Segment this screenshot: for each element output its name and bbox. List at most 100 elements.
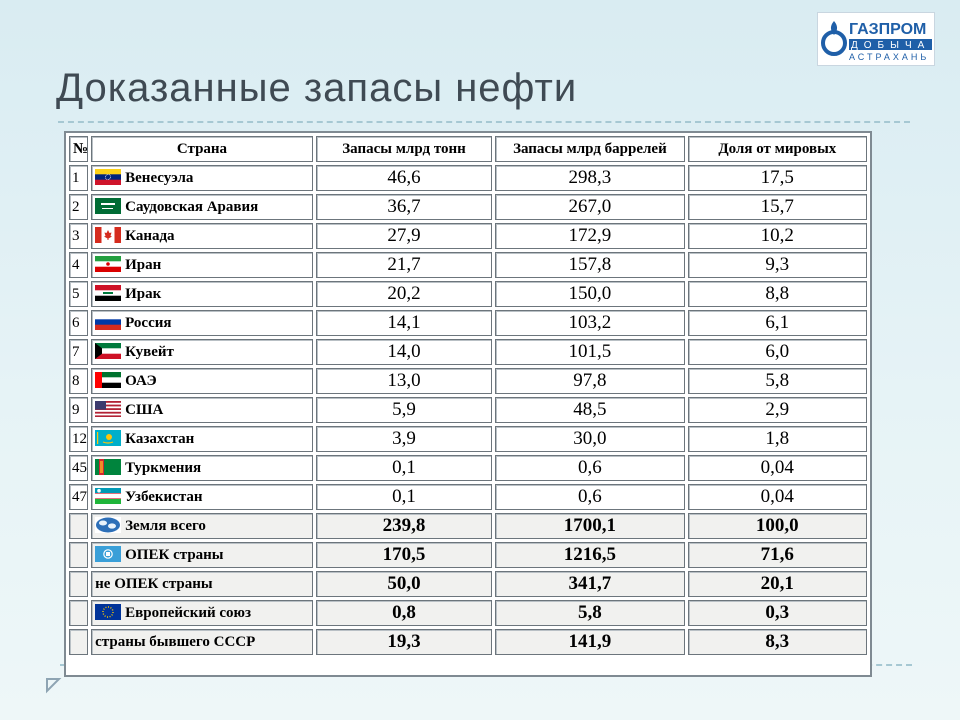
reserves-tonnes-cell: 14,0: [315, 339, 493, 365]
reserves-tonnes-cell: 27,9: [315, 223, 493, 249]
reserves-barrels-cell: 1700,1: [495, 513, 685, 539]
reserves-barrels-cell: 97,8: [495, 368, 685, 394]
country-cell: ОПЕК страны: [91, 542, 313, 568]
globe-icon: [95, 517, 122, 533]
kazakhstan-flag-icon: [95, 430, 122, 446]
country-cell: Россия: [91, 310, 313, 336]
world-share-cell: 0,04: [687, 455, 867, 481]
country-cell: США: [91, 397, 313, 423]
reserves-tonnes-cell: 5,9: [315, 397, 493, 423]
reserves-tonnes-cell: 20,2: [315, 281, 493, 307]
country-name: Европейский союз: [125, 605, 252, 621]
row-number: 7: [69, 339, 89, 365]
opec-flag-icon: [95, 546, 122, 562]
reserves-tonnes-cell: 46,6: [315, 165, 493, 191]
reserves-barrels-cell: 30,0: [495, 426, 685, 452]
saudi-arabia-flag-icon: [95, 198, 122, 214]
country-cell: Узбекистан: [91, 484, 313, 510]
country-cell: Туркмения: [91, 455, 313, 481]
header-world-share: Доля от мировых: [687, 136, 867, 162]
row-number: 3: [69, 223, 89, 249]
country-cell: не ОПЕК страны: [91, 571, 313, 597]
country-cell: Кувейт: [91, 339, 313, 365]
russia-flag-icon: [95, 314, 122, 330]
country-cell: Канада: [91, 223, 313, 249]
table-row: 12 Казахстан 3,9 30,0 1,8: [69, 426, 867, 452]
row-number: 4: [69, 252, 89, 278]
venezuela-flag-icon: [95, 169, 122, 185]
header-reserves-tonnes: Запасы млрд тонн: [315, 136, 493, 162]
table-row: 5 Ирак 20,2 150,0 8,8: [69, 281, 867, 307]
country-name: ОПЕК страны: [125, 547, 224, 563]
reserves-tonnes-cell: 19,3: [315, 629, 493, 655]
world-share-cell: 1,8: [687, 426, 867, 452]
table-row: 1 Венесуэла 46,6 298,3 17,5: [69, 165, 867, 191]
table-row: 3 Канада 27,9 172,9 10,2: [69, 223, 867, 249]
svg-text:ДОБЫЧА: ДОБЫЧА: [851, 40, 930, 51]
reserves-barrels-cell: 101,5: [495, 339, 685, 365]
row-number: 8: [69, 368, 89, 394]
country-name: Земля всего: [125, 518, 206, 534]
country-cell: Ирак: [91, 281, 313, 307]
row-number: 1: [69, 165, 89, 191]
reserves-barrels-cell: 141,9: [495, 629, 685, 655]
country-cell: Европейский союз: [91, 600, 313, 626]
table-row: Земля всего 239,8 1700,1 100,0: [69, 513, 867, 539]
country-cell: Земля всего: [91, 513, 313, 539]
country-name: Ирак: [125, 286, 162, 302]
reserves-tonnes-cell: 3,9: [315, 426, 493, 452]
row-number: 9: [69, 397, 89, 423]
reserves-barrels-cell: 103,2: [495, 310, 685, 336]
world-share-cell: 0,04: [687, 484, 867, 510]
reserves-barrels-cell: 267,0: [495, 194, 685, 220]
world-share-cell: 8,3: [687, 629, 867, 655]
country-name: Канада: [125, 228, 175, 244]
reserves-barrels-cell: 298,3: [495, 165, 685, 191]
reserves-tonnes-cell: 14,1: [315, 310, 493, 336]
world-share-cell: 6,1: [687, 310, 867, 336]
world-share-cell: 15,7: [687, 194, 867, 220]
slide-corner-arrow-icon: [44, 676, 62, 694]
table-row: 8 ОАЭ 13,0 97,8 5,8: [69, 368, 867, 394]
world-share-cell: 100,0: [687, 513, 867, 539]
oil-reserves-table: № Страна Запасы млрд тонн Запасы млрд ба…: [66, 133, 870, 658]
world-share-cell: 8,8: [687, 281, 867, 307]
world-share-cell: 20,1: [687, 571, 867, 597]
header-reserves-barrels: Запасы млрд баррелей: [495, 136, 685, 162]
gazprom-dobycha-logo: ГАЗПРОМ ДОБЫЧА АСТРАХАНЬ: [817, 12, 935, 66]
page-title: Доказанные запасы нефти: [56, 66, 578, 110]
reserves-barrels-cell: 5,8: [495, 600, 685, 626]
row-number: [69, 600, 89, 626]
reserves-barrels-cell: 157,8: [495, 252, 685, 278]
row-number: 47: [69, 484, 89, 510]
world-share-cell: 2,9: [687, 397, 867, 423]
row-number: [69, 542, 89, 568]
country-name: Саудовская Аравия: [125, 199, 259, 215]
row-number: 2: [69, 194, 89, 220]
country-name: Россия: [125, 315, 172, 331]
country-name: Кувейт: [125, 344, 174, 360]
reserves-tonnes-cell: 0,8: [315, 600, 493, 626]
world-share-cell: 0,3: [687, 600, 867, 626]
country-name: Узбекистан: [125, 489, 203, 505]
reserves-tonnes-cell: 13,0: [315, 368, 493, 394]
row-number: 6: [69, 310, 89, 336]
table-row: 47 Узбекистан 0,1 0,6 0,04: [69, 484, 867, 510]
world-share-cell: 9,3: [687, 252, 867, 278]
iraq-flag-icon: [95, 285, 122, 301]
turkmenistan-flag-icon: [95, 459, 122, 475]
reserves-tonnes-cell: 170,5: [315, 542, 493, 568]
table-row: Европейский союз 0,8 5,8 0,3: [69, 600, 867, 626]
country-name: Казахстан: [125, 431, 195, 447]
country-cell: Казахстан: [91, 426, 313, 452]
row-number: [69, 513, 89, 539]
table-row: 9 США 5,9 48,5 2,9: [69, 397, 867, 423]
country-name: Венесуэла: [125, 170, 194, 186]
header-country: Страна: [91, 136, 313, 162]
world-share-cell: 17,5: [687, 165, 867, 191]
usa-flag-icon: [95, 401, 122, 417]
canada-flag-icon: [95, 227, 122, 243]
reserves-barrels-cell: 172,9: [495, 223, 685, 249]
country-cell: Иран: [91, 252, 313, 278]
table-row: ОПЕК страны 170,5 1216,5 71,6: [69, 542, 867, 568]
